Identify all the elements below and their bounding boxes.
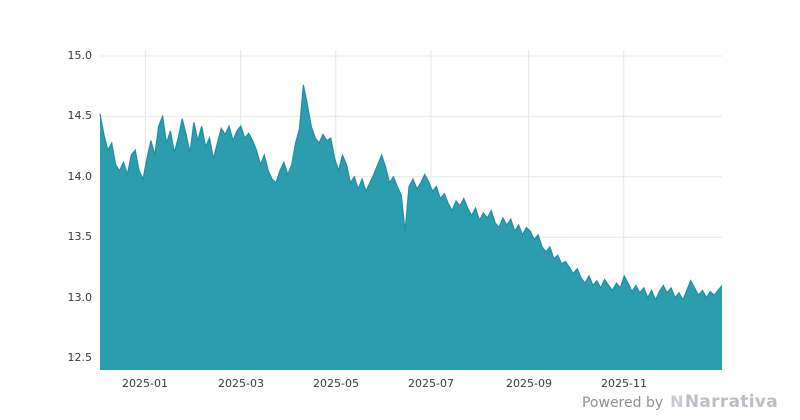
narrativa-icon: N (670, 392, 684, 411)
y-tick-label: 14.5 (67, 109, 93, 122)
x-tick-label: 2025-11 (601, 377, 647, 390)
y-tick-label: 13.0 (67, 291, 93, 304)
y-tick-label: 15.0 (67, 49, 93, 62)
x-tick-label: 2025-09 (506, 377, 552, 390)
x-tick-label: 2025-07 (408, 377, 454, 390)
x-tick-label: 2025-01 (122, 377, 168, 390)
y-tick-label: 14.0 (67, 170, 93, 183)
y-tick-label: 13.5 (67, 230, 93, 243)
narrativa-brand-text: Narrativa (684, 392, 778, 412)
attribution: Powered by N Narrativa (582, 392, 778, 412)
narrativa-logo: N Narrativa (670, 392, 778, 412)
y-tick-label: 12.5 (67, 351, 93, 364)
x-tick-label: 2025-05 (313, 377, 359, 390)
powered-by-text: Powered by (581, 395, 664, 411)
x-tick-label: 2025-03 (218, 377, 264, 390)
